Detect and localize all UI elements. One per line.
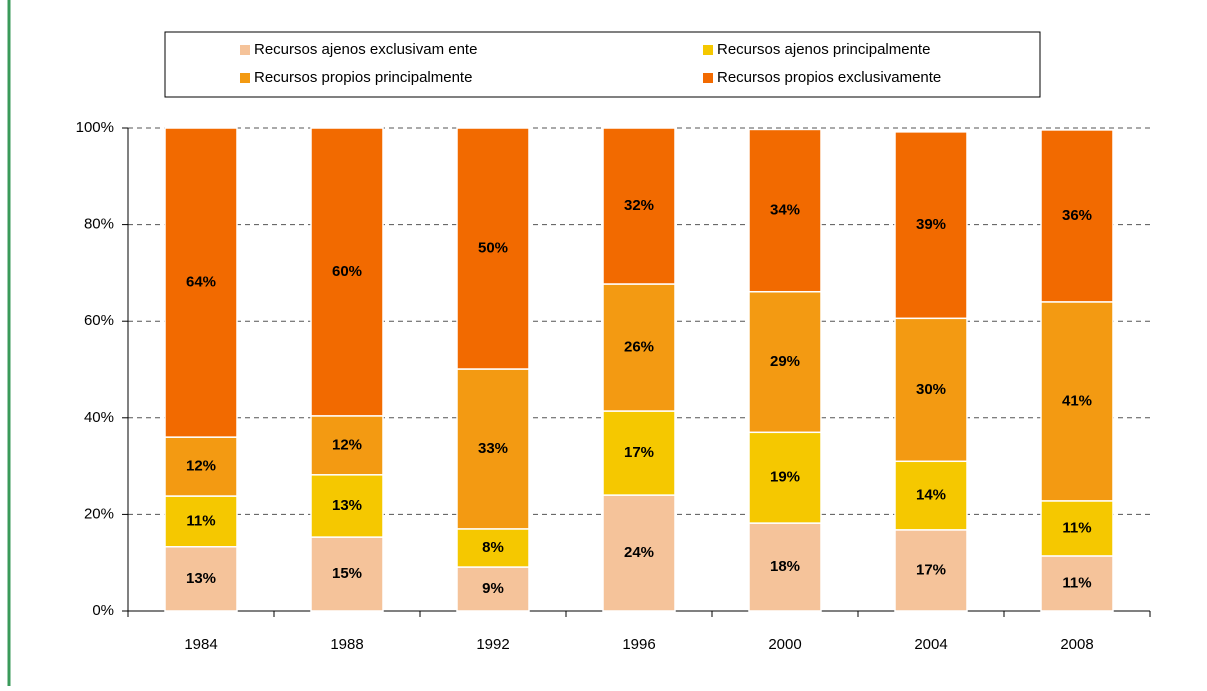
value-label: 12% <box>186 458 216 475</box>
bar-segment <box>748 128 822 293</box>
bar-segment <box>894 131 968 320</box>
x-tick-label: 2004 <box>914 636 947 653</box>
bar-segment <box>602 127 676 285</box>
legend-label: Recursos ajenos principalmente <box>717 41 930 58</box>
value-label: 9% <box>482 580 504 597</box>
value-label: 14% <box>916 487 946 504</box>
value-label: 24% <box>624 544 654 561</box>
value-label: 13% <box>332 497 362 514</box>
legend-label: Recursos propios exclusivamente <box>717 69 941 86</box>
bar-segment <box>894 460 968 531</box>
value-label: 33% <box>478 440 508 457</box>
value-label: 13% <box>186 570 216 587</box>
bar-segment <box>456 368 530 530</box>
value-label: 30% <box>916 381 946 398</box>
bar-segment <box>748 522 822 612</box>
bar-segment <box>748 431 822 524</box>
x-tick-label: 1992 <box>476 636 509 653</box>
bar-segment <box>310 536 384 612</box>
y-tick-label: 100% <box>76 119 114 136</box>
x-tick-label: 2008 <box>1060 636 1093 653</box>
value-label: 41% <box>1062 392 1092 409</box>
y-tick-label: 20% <box>84 505 114 522</box>
value-label: 11% <box>186 512 215 529</box>
value-label: 32% <box>624 197 654 214</box>
value-label: 17% <box>916 561 946 578</box>
value-label: 64% <box>186 274 216 291</box>
legend-box <box>164 31 1041 98</box>
bar-segment <box>310 415 384 476</box>
value-label: 34% <box>770 202 800 219</box>
bar-segment <box>164 127 238 438</box>
x-tick-label: 1988 <box>330 636 363 653</box>
y-tick-label: 0% <box>92 602 114 619</box>
value-label: 11% <box>1062 574 1091 591</box>
bar-segment <box>310 127 384 417</box>
y-tick-label: 60% <box>84 312 114 329</box>
value-label: 36% <box>1062 207 1092 224</box>
y-tick-label: 80% <box>84 216 114 233</box>
value-label: 17% <box>624 444 654 461</box>
value-label: 26% <box>624 338 654 355</box>
bar-segment <box>602 410 676 496</box>
bar-segment <box>894 529 968 612</box>
x-tick-label: 1984 <box>184 636 217 653</box>
value-label: 39% <box>916 216 946 233</box>
legend-swatch <box>703 45 713 55</box>
legend-swatch <box>703 73 713 83</box>
value-label: 8% <box>482 539 504 556</box>
value-label: 29% <box>770 353 800 370</box>
bar-segment <box>164 436 238 497</box>
bar-segment <box>164 546 238 612</box>
legend-label: Recursos propios principalmente <box>254 69 472 86</box>
bar-segment <box>602 494 676 612</box>
value-label: 50% <box>478 239 508 256</box>
bar-segment <box>456 127 530 370</box>
bar-segment <box>164 495 238 548</box>
value-label: 60% <box>332 263 362 280</box>
bar-segment <box>602 283 676 412</box>
legend-swatch <box>240 73 250 83</box>
bar-segment <box>456 566 530 612</box>
value-label: 19% <box>770 469 800 486</box>
x-tick-label: 1996 <box>622 636 655 653</box>
bar-segment <box>1040 129 1114 303</box>
legend-swatch <box>240 45 250 55</box>
bar-segment <box>894 317 968 463</box>
value-label: 11% <box>1062 519 1091 536</box>
bar-segment <box>1040 500 1114 557</box>
x-tick-label: 2000 <box>768 636 801 653</box>
value-label: 18% <box>770 558 800 575</box>
legend-label: Recursos ajenos exclusivam ente <box>254 41 477 58</box>
value-label: 12% <box>332 436 362 453</box>
value-label: 15% <box>332 565 362 582</box>
y-tick-label: 40% <box>84 409 114 426</box>
